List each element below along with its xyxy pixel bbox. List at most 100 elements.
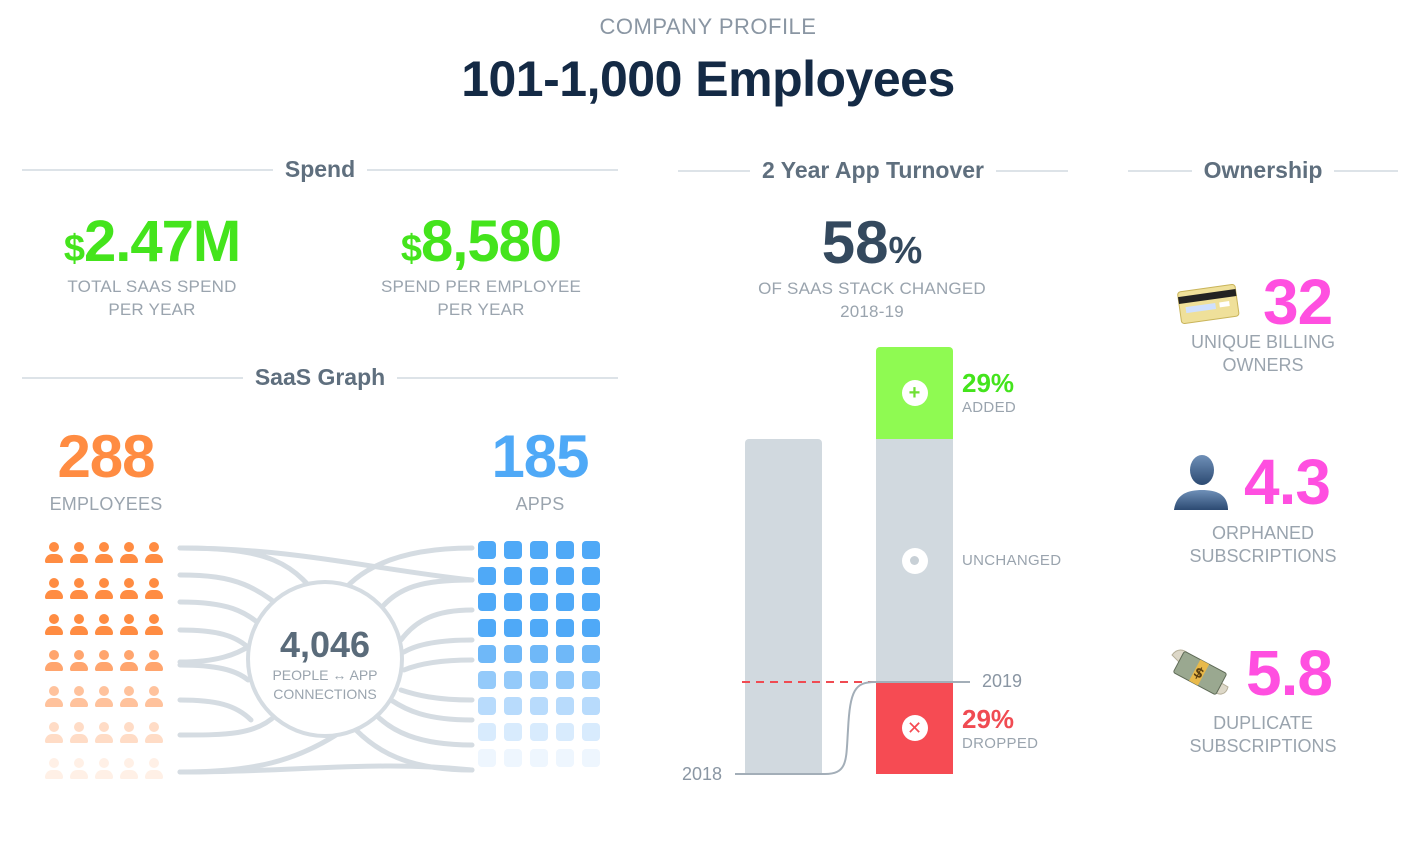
connections-caption: PEOPLE ↔ APP CONNECTIONS bbox=[272, 667, 378, 702]
app-tile-icon bbox=[478, 619, 496, 637]
person-icon bbox=[69, 758, 89, 780]
app-tile-icon bbox=[530, 567, 548, 585]
person-icon bbox=[119, 758, 139, 780]
app-tile-icon bbox=[582, 749, 600, 767]
app-tile-icon bbox=[556, 671, 574, 689]
person-icon bbox=[44, 650, 64, 672]
person-icon bbox=[144, 542, 164, 564]
person-icon bbox=[94, 614, 114, 636]
spend-heading: Spend bbox=[284, 156, 356, 182]
app-tile-icon bbox=[582, 593, 600, 611]
employees-label: EMPLOYEES bbox=[49, 494, 163, 514]
app-tile-icon bbox=[556, 697, 574, 715]
person-icon bbox=[69, 650, 89, 672]
person-icon bbox=[69, 542, 89, 564]
person-icon bbox=[144, 686, 164, 708]
person-icon bbox=[144, 722, 164, 744]
spend-per-employee-stat: $8,580 SPEND PER EMPLOYEE PER YEAR bbox=[356, 208, 606, 321]
orphaned-subscriptions-value: 4.3 bbox=[1244, 446, 1331, 518]
person-icon bbox=[94, 578, 114, 600]
apps-label: APPS bbox=[515, 494, 565, 514]
person-icon bbox=[144, 578, 164, 600]
dropped-value: 29% bbox=[962, 704, 1015, 734]
apps-stat: 185 APPS bbox=[464, 422, 616, 516]
app-tile-icon bbox=[582, 645, 600, 663]
person-icon bbox=[44, 614, 64, 636]
app-tile-icon bbox=[530, 593, 548, 611]
page-title: 101-1,000 Employees bbox=[461, 51, 955, 107]
app-tile-icon bbox=[478, 671, 496, 689]
spend-per-employee-caption: SPEND PER EMPLOYEE PER YEAR bbox=[380, 277, 582, 319]
money-with-wings-icon: $ bbox=[1171, 649, 1229, 695]
dropped-label: DROPPED bbox=[962, 735, 1039, 752]
divider bbox=[678, 169, 751, 172]
duplicate-subscriptions-value: 5.8 bbox=[1246, 637, 1333, 709]
person-icon bbox=[69, 614, 89, 636]
total-spend-caption: TOTAL SAAS SPEND PER YEAR bbox=[67, 277, 237, 319]
added-label: ADDED bbox=[962, 399, 1017, 416]
turnover-connector-lines bbox=[735, 681, 970, 775]
person-icon bbox=[144, 614, 164, 636]
apps-value: 185 bbox=[491, 423, 589, 490]
turnover-stat: 58% OF SAAS STACK CHANGED 2018-19 bbox=[730, 208, 1014, 323]
added-annotation: 29% ADDED bbox=[962, 368, 1016, 416]
person-icon bbox=[44, 542, 64, 564]
app-tile-icon bbox=[530, 619, 548, 637]
divider bbox=[1334, 169, 1399, 172]
person-icon bbox=[94, 758, 114, 780]
app-tile-icon bbox=[582, 671, 600, 689]
ownership-section-header: Ownership bbox=[1128, 157, 1399, 184]
spend-section-header: Spend bbox=[22, 156, 618, 183]
person-icon bbox=[44, 722, 64, 744]
unique-billing-owners-value: 32 bbox=[1263, 266, 1333, 338]
saas-graph-section-header: SaaS Graph bbox=[22, 364, 619, 391]
person-icon bbox=[94, 686, 114, 708]
divider bbox=[22, 168, 273, 171]
app-tile-icon bbox=[504, 645, 522, 663]
person-silhouette-icon bbox=[1174, 455, 1228, 510]
employees-stat: 288 EMPLOYEES bbox=[30, 422, 182, 516]
app-tile-icon bbox=[530, 671, 548, 689]
app-tile-icon bbox=[582, 567, 600, 585]
app-tile-icon bbox=[582, 723, 600, 741]
app-tile-icon bbox=[582, 697, 600, 715]
app-tile-icon bbox=[478, 541, 496, 559]
app-tile-icon bbox=[478, 593, 496, 611]
app-tile-icon bbox=[556, 619, 574, 637]
person-icon bbox=[94, 722, 114, 744]
app-tile-icon bbox=[504, 619, 522, 637]
app-tile-icon bbox=[530, 645, 548, 663]
app-icon-grid bbox=[478, 541, 600, 767]
app-tile-icon bbox=[556, 593, 574, 611]
person-icon bbox=[44, 578, 64, 600]
person-icon bbox=[144, 758, 164, 780]
person-icon bbox=[44, 758, 64, 780]
app-tile-icon bbox=[556, 645, 574, 663]
app-tile-icon bbox=[530, 697, 548, 715]
turnover-section-header: 2 Year App Turnover bbox=[678, 157, 1069, 184]
turnover-value: 58% bbox=[821, 209, 923, 276]
ownership-item: 4.3 bbox=[1170, 445, 1380, 519]
bar-2019-added: + bbox=[876, 347, 953, 439]
year-end-label: 2019 bbox=[982, 671, 1023, 691]
employee-icon-grid bbox=[44, 542, 164, 780]
app-tile-icon bbox=[504, 541, 522, 559]
app-tile-icon bbox=[504, 671, 522, 689]
employees-value: 288 bbox=[57, 423, 155, 490]
app-tile-icon bbox=[478, 723, 496, 741]
total-spend-value: $2.47M bbox=[63, 209, 241, 274]
person-icon bbox=[119, 578, 139, 600]
person-icon bbox=[44, 686, 64, 708]
spend-per-employee-value: $8,580 bbox=[400, 209, 562, 274]
app-tile-icon bbox=[478, 645, 496, 663]
person-icon bbox=[94, 650, 114, 672]
duplicate-subscriptions-caption: DUPLICATE SUBSCRIPTIONS bbox=[1189, 713, 1337, 756]
app-tile-icon bbox=[530, 541, 548, 559]
person-icon bbox=[119, 650, 139, 672]
turnover-heading: 2 Year App Turnover bbox=[762, 157, 984, 183]
turnover-caption: OF SAAS STACK CHANGED 2018-19 bbox=[758, 279, 986, 321]
app-tile-icon bbox=[556, 567, 574, 585]
ownership-heading: Ownership bbox=[1203, 157, 1323, 183]
dot-circle-icon bbox=[901, 547, 928, 574]
person-icon bbox=[119, 722, 139, 744]
